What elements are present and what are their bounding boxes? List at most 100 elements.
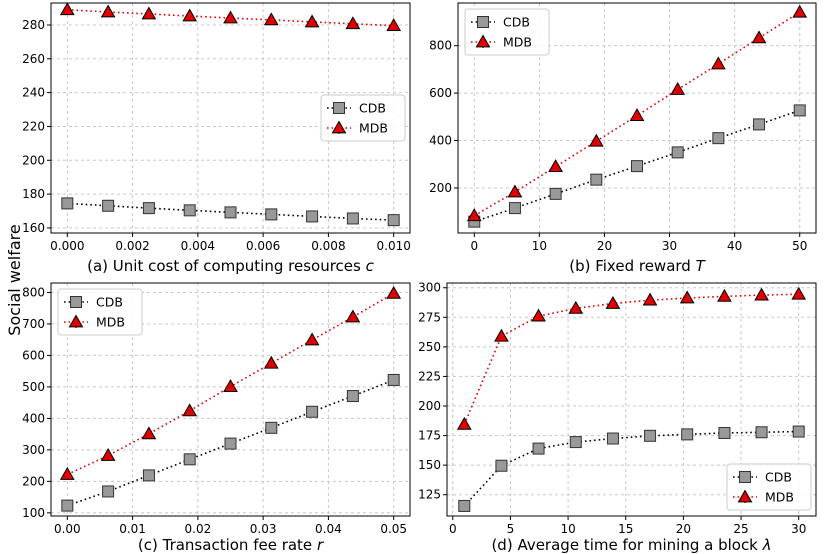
data-point-mdb xyxy=(629,108,645,122)
legend-label-mdb: MDB xyxy=(765,490,794,505)
y-tick-label: 260 xyxy=(22,52,45,66)
panel-b: 0 10 20 30 40 50 200 400 600 800 CDB MDB (b) Fixed r… xyxy=(429,2,817,275)
x-axis-variable: r xyxy=(317,536,324,554)
x-tick-label: 20 xyxy=(676,522,691,536)
series-line-mdb xyxy=(67,8,394,27)
x-tick-label: 0.006 xyxy=(246,239,280,253)
panel-d: 0 5 10 15 20 25 30 125 150 175 200 225 250 275 300 CDB M… xyxy=(418,281,817,554)
series-line-mdb xyxy=(463,293,799,425)
data-point-mdb xyxy=(792,4,808,18)
data-point-mdb xyxy=(304,14,320,28)
y-tick-label: 800 xyxy=(429,39,452,53)
data-point-cdb xyxy=(549,187,562,200)
data-point-mdb xyxy=(141,6,157,20)
x-tick-label: 0.00 xyxy=(54,522,81,536)
legend: CDB MDB xyxy=(726,463,812,511)
x-axis-variable: T xyxy=(696,257,707,275)
legend-label-cdb: CDB xyxy=(359,101,386,116)
legend-label-cdb: CDB xyxy=(503,15,530,30)
data-point-cdb xyxy=(61,197,74,210)
data-point-mdb xyxy=(568,300,584,314)
legend-label-mdb: MDB xyxy=(96,315,125,330)
data-point-mdb xyxy=(548,159,563,172)
x-tick-label: 20 xyxy=(597,239,612,253)
x-tick-label: 0.01 xyxy=(119,522,146,536)
x-axis-label: (a) Unit cost of computing resources c xyxy=(87,257,374,275)
x-tick-label: 0.010 xyxy=(377,239,411,253)
plot-frame xyxy=(446,282,817,517)
data-point-mdb xyxy=(754,287,769,301)
data-point-cdb xyxy=(387,373,400,386)
data-point-mdb xyxy=(751,30,767,44)
y-tick-label: 180 xyxy=(22,187,45,201)
data-point-mdb xyxy=(386,285,402,299)
y-tick-label: 500 xyxy=(22,380,45,394)
data-point-mdb xyxy=(679,290,695,304)
data-point-mdb xyxy=(386,18,402,32)
x-tick-label: 0.05 xyxy=(380,522,407,536)
legend-marker-mdb xyxy=(331,120,347,134)
legend: CDB MDB xyxy=(320,94,406,142)
legend-label-mdb: MDB xyxy=(503,35,532,50)
data-point-mdb xyxy=(141,426,157,440)
x-axis-label: (d) Average time for mining a block λ xyxy=(491,536,771,554)
data-point-mdb xyxy=(642,292,658,306)
data-point-cdb xyxy=(387,214,400,227)
y-axis-label: Social welfare xyxy=(5,224,24,335)
x-tick-label: 0 xyxy=(449,522,457,536)
data-point-mdb xyxy=(494,328,509,342)
series-line-cdb xyxy=(474,109,800,223)
data-point-cdb xyxy=(61,499,74,512)
y-tick-label: 800 xyxy=(22,285,45,299)
y-tick-label: 700 xyxy=(22,317,45,331)
data-point-cdb xyxy=(569,436,582,449)
data-point-cdb xyxy=(793,104,806,117)
y-tick-label: 240 xyxy=(22,86,45,100)
x-tick-label: 30 xyxy=(662,239,677,253)
data-point-cdb xyxy=(458,499,471,512)
x-tick-label: 0 xyxy=(470,239,478,253)
data-point-mdb xyxy=(711,56,726,70)
y-tick-label: 200 xyxy=(22,153,45,167)
data-point-cdb xyxy=(346,390,359,403)
y-tick-label: 160 xyxy=(22,221,45,235)
data-point-cdb xyxy=(265,421,278,434)
y-tick-label: 275 xyxy=(418,310,441,324)
data-point-mdb xyxy=(670,82,686,95)
data-point-mdb xyxy=(263,12,279,26)
x-tick-label: 5 xyxy=(507,522,515,536)
y-tick-label: 600 xyxy=(429,86,452,100)
data-point-mdb xyxy=(223,379,238,392)
x-axis-variable: λ xyxy=(762,536,772,554)
legend: CDB MDB xyxy=(464,8,550,56)
legend-marker-cdb xyxy=(333,102,345,114)
legend-label-cdb: CDB xyxy=(96,295,123,310)
y-tick-label: 200 xyxy=(429,181,452,195)
legend-marker-cdb xyxy=(70,296,82,308)
y-tick-label: 300 xyxy=(418,281,441,295)
data-point-mdb xyxy=(223,10,238,24)
x-tick-label: 0.002 xyxy=(115,239,149,253)
data-point-cdb xyxy=(495,459,508,472)
data-point-cdb xyxy=(671,146,684,159)
y-tick-label: 200 xyxy=(418,399,441,413)
legend-marker-cdb xyxy=(477,16,489,28)
data-point-cdb xyxy=(631,160,643,173)
x-tick-label: 0.04 xyxy=(315,522,342,536)
data-point-cdb xyxy=(681,428,694,441)
x-tick-label: 25 xyxy=(733,522,748,536)
legend-marker-mdb xyxy=(68,314,84,328)
panel-c: 0.00 0.01 0.02 0.03 0.04 0.05 100 200 300 400 500 6… xyxy=(22,282,411,554)
plot-frame xyxy=(50,282,411,517)
y-tick-label: 225 xyxy=(418,369,441,383)
data-point-mdb xyxy=(605,295,621,309)
y-tick-label: 100 xyxy=(22,506,45,520)
data-point-mdb xyxy=(717,288,732,302)
x-tick-label: 40 xyxy=(727,239,742,253)
y-tick-label: 150 xyxy=(418,458,441,472)
data-point-mdb xyxy=(588,133,604,147)
y-tick-label: 125 xyxy=(418,488,441,502)
legend-marker-mdb xyxy=(737,489,753,503)
data-point-cdb xyxy=(644,429,657,442)
